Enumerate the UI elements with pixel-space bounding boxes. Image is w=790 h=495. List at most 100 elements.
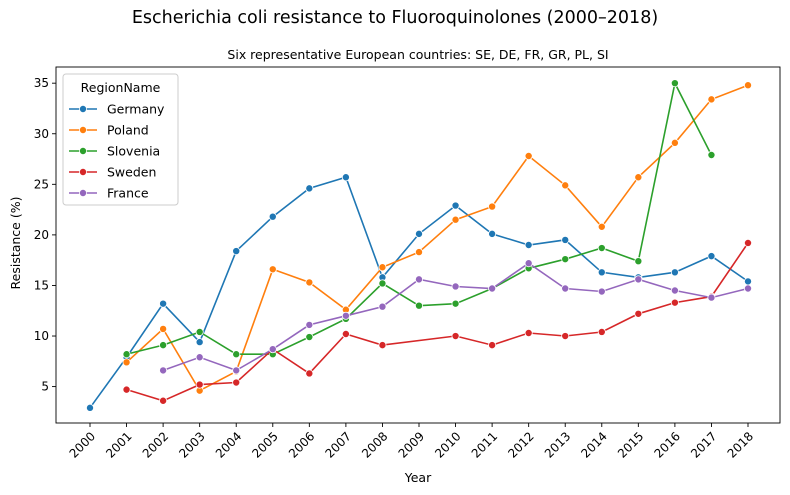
data-point-poland [451, 215, 460, 224]
data-point-france [378, 302, 387, 311]
data-point-poland [634, 173, 643, 182]
legend-label: France [107, 186, 149, 201]
plot-frame [55, 66, 781, 424]
data-point-france [524, 259, 533, 268]
data-point-france [451, 282, 460, 291]
data-point-poland [414, 248, 423, 257]
x-tick-label: 2006 [286, 429, 317, 460]
data-point-germany [305, 184, 314, 193]
data-point-poland [744, 81, 753, 90]
legend-title: RegionName [81, 80, 161, 95]
data-point-sweden [744, 238, 753, 247]
data-point-poland [488, 202, 497, 211]
legend-item: Slovenia [69, 144, 160, 159]
data-point-germany [341, 173, 350, 182]
y-tick-label: 15 [34, 278, 49, 292]
x-axis-label: Year [404, 470, 432, 485]
data-point-slovenia [597, 244, 606, 253]
y-tick-label: 25 [34, 177, 49, 191]
legend-swatch-marker [79, 126, 88, 135]
legend-label: Germany [107, 102, 165, 117]
series-france [159, 259, 753, 375]
x-tick-label: 2005 [249, 429, 280, 460]
data-point-sweden [524, 328, 533, 337]
legend-swatch-marker [79, 146, 88, 155]
y-tick-label: 5 [41, 380, 49, 394]
data-point-germany [159, 299, 168, 308]
data-point-poland [268, 265, 277, 274]
data-point-france [670, 286, 679, 295]
data-point-germany [451, 201, 460, 210]
x-tick-label: 2010 [432, 429, 463, 460]
legend-swatch-marker [79, 188, 88, 197]
data-point-slovenia [159, 341, 168, 350]
x-tick-label: 2013 [542, 429, 573, 460]
x-tick-label: 2007 [323, 429, 354, 460]
data-point-sweden [305, 369, 314, 378]
x-tick-label: 2008 [359, 429, 390, 460]
data-point-slovenia [707, 150, 716, 159]
data-point-poland [561, 181, 570, 190]
data-point-poland [159, 324, 168, 333]
series-line-slovenia [126, 80, 713, 355]
data-point-sweden [561, 332, 570, 341]
data-point-poland [122, 358, 131, 367]
data-point-poland [378, 263, 387, 272]
data-point-germany [561, 235, 570, 244]
data-point-france [634, 275, 643, 284]
x-axis: 2000 2001 2002 2003 2004 2005 2006 2007 2008 2009… [67, 423, 756, 461]
data-point-sweden [451, 332, 460, 341]
legend-swatch-marker [79, 167, 88, 176]
x-tick-label: 2014 [578, 429, 609, 460]
data-point-germany [414, 229, 423, 238]
chart-title: Escherichia coli resistance to Fluoroqui… [131, 8, 659, 28]
legend-label: Slovenia [107, 144, 160, 159]
y-axis: 5 10 15 20 25 30 35 [34, 76, 56, 394]
data-point-germany [707, 252, 716, 261]
x-tick-label: 2001 [103, 429, 134, 460]
y-axis-label: Resistance (%) [8, 197, 23, 290]
data-point-sweden [195, 380, 204, 389]
data-point-france [232, 366, 241, 375]
x-tick-label: 2009 [396, 429, 427, 460]
data-point-france [488, 284, 497, 293]
x-tick-label: 2017 [688, 429, 719, 460]
data-point-sweden [159, 396, 168, 405]
legend-item: Poland [69, 123, 149, 138]
y-tick-label: 35 [34, 76, 49, 90]
legend-item: France [69, 186, 149, 201]
data-point-france [341, 311, 350, 320]
legend-label: Sweden [107, 165, 156, 180]
legend-item: Germany [69, 102, 165, 117]
data-point-sweden [488, 341, 497, 350]
data-point-poland [707, 95, 716, 104]
series-line-poland [126, 84, 749, 392]
x-tick-label: 2003 [176, 429, 207, 460]
series-line-sweden [126, 242, 749, 402]
data-point-sweden [122, 385, 131, 394]
chart-subtitle: Six representative European countries: S… [227, 47, 608, 62]
data-point-slovenia [305, 333, 314, 342]
data-point-slovenia [414, 301, 423, 310]
data-point-france [195, 353, 204, 362]
data-point-poland [305, 278, 314, 287]
data-point-sweden [634, 309, 643, 318]
plot-area [55, 66, 781, 424]
x-tick-label: 2016 [652, 429, 683, 460]
x-tick-label: 2000 [67, 429, 98, 460]
legend-swatch-marker [79, 105, 88, 114]
x-tick-label: 2015 [615, 429, 646, 460]
legend-label: Poland [107, 123, 149, 138]
legend: RegionName Germany Poland Slovenia Sweden Fra… [62, 73, 179, 206]
data-point-poland [597, 222, 606, 231]
y-tick-label: 10 [34, 329, 49, 343]
y-tick-label: 30 [34, 127, 49, 141]
series-poland [122, 81, 753, 395]
data-point-sweden [670, 298, 679, 307]
data-point-germany [744, 277, 753, 286]
series-sweden [122, 238, 753, 405]
data-point-slovenia [451, 299, 460, 308]
data-point-france [305, 320, 314, 329]
x-tick-label: 2018 [725, 429, 756, 460]
